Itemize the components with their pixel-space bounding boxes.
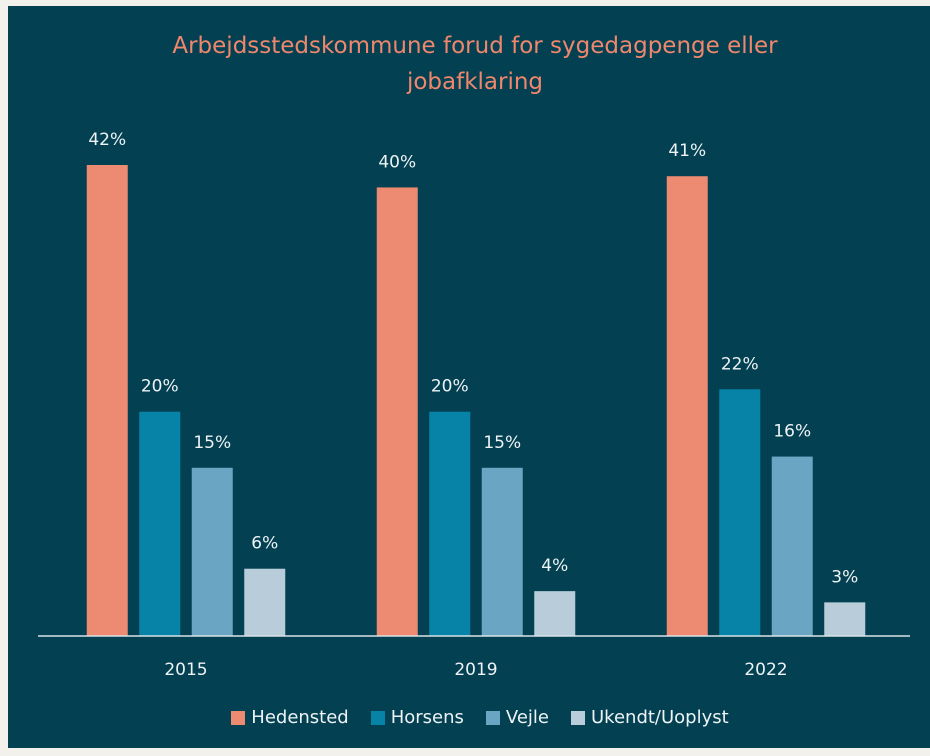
bar [481,467,523,636]
data-label: 22% [721,354,759,374]
bar [429,411,471,636]
legend-swatch [231,710,246,725]
x-tick-label: 2022 [744,660,787,680]
chart-title: Arbejdsstedskommune forud for sygedagpen… [172,33,778,95]
data-label: 20% [431,377,469,397]
data-label: 41% [668,141,706,161]
bar [534,591,576,636]
legend-swatch [485,710,500,725]
legend-label: Vejle [505,707,549,728]
bar [666,176,708,636]
legend-swatch [370,710,385,725]
bar [244,568,286,636]
legend-item: Hedensted [231,707,349,728]
x-tick-label: 2015 [164,660,207,680]
data-label: 16% [773,422,811,442]
bar [376,187,418,636]
data-label: 20% [141,377,179,397]
data-label: 40% [378,152,416,172]
bar [139,411,181,636]
bar [719,389,761,636]
legend-item: Vejle [485,707,549,728]
legend-label: Horsens [390,707,464,728]
bar [191,467,233,636]
bar [86,165,128,636]
bar [824,602,866,636]
legend-swatch [571,710,585,725]
data-label: 15% [483,433,521,453]
data-label: 4% [541,556,568,576]
legend-item: Ukendt/Uoplyst [571,707,729,728]
bar [771,456,813,636]
legend: Hedensted Horsens Vejle Ukendt/Uoplyst [0,707,930,728]
data-label: 15% [193,433,231,453]
x-tick-label: 2019 [454,660,497,680]
data-label: 3% [831,567,858,587]
legend-label: Hedensted [251,707,349,728]
legend-label: Ukendt/Uoplyst [591,707,729,728]
data-label: 42% [88,130,126,150]
data-label: 6% [251,534,278,554]
legend-item: Horsens [370,707,464,728]
